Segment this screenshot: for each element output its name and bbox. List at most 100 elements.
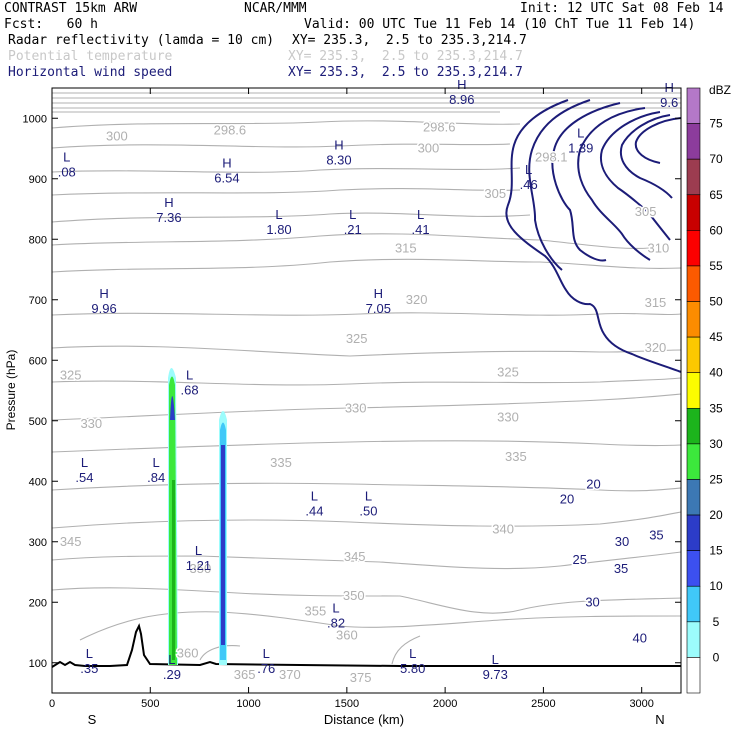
theta-label-20: 320: [645, 340, 667, 355]
colorbar-swatch-2: [686, 158, 701, 196]
colorbar-swatch-15: [686, 621, 701, 658]
theta-label-25: 305: [635, 204, 657, 219]
theta-label-27: 300: [418, 141, 440, 156]
extrema-labels: L.35L.29L.76L5.80L9.73L.82L1.21L.44L.50L…: [58, 77, 679, 682]
extremum-value-9: .54: [75, 470, 93, 485]
theta-label-12: 335: [505, 449, 527, 464]
colorbar-swatch-10: [686, 443, 701, 480]
theta-label-26: 300: [106, 128, 128, 143]
colorbar-label-3: 15: [709, 544, 723, 558]
colorbar-swatch-6: [686, 301, 701, 338]
colorbar-label-11: 55: [709, 259, 723, 273]
extremum-type-16: L: [417, 207, 424, 222]
extremum-type-8: L: [365, 488, 372, 503]
extremum-value-0: .35: [80, 661, 98, 676]
x-axis-label: Distance (km): [324, 712, 404, 727]
theta-label-9: 345: [60, 534, 82, 549]
x-tick-label-4: 2000: [433, 698, 457, 710]
field-theta-name: Potential temperature: [8, 49, 173, 64]
x-end-left-label: S: [88, 712, 97, 727]
y-tick-label-6: 700: [29, 295, 47, 307]
theta-label-5: 355: [305, 603, 327, 618]
theta-label-16: 325: [60, 367, 82, 382]
field-wind-xy: XY= 235.3, 2.5 to 235.3,214.7: [288, 65, 523, 80]
colorbar-swatch-3: [686, 194, 701, 231]
theta-label-8: 345: [344, 549, 366, 564]
y-tick-label-9: 1000: [23, 113, 47, 125]
refl-cell-2-core: [221, 445, 225, 645]
colorbar-swatch-9: [686, 407, 701, 445]
extremum-value-13: 7.05: [366, 301, 391, 316]
colorbar-label-13: 65: [709, 188, 723, 202]
extremum-value-6: 1.21: [186, 558, 211, 573]
colorbar: 0 5 10 15 20 25 30 35 40 45 50 55 60 65 70 75: [686, 87, 723, 694]
colorbar-swatch-12: [686, 514, 701, 551]
wind-speed-contour-lines: [505, 99, 681, 373]
extremum-type-7: L: [311, 488, 318, 503]
theta-label-22: 315: [645, 295, 667, 310]
colorbar-label-9: 45: [709, 330, 723, 344]
extremum-value-20: .46: [520, 177, 538, 192]
wind-label-3: 30: [585, 594, 599, 609]
y-axis-label: Pressure (hPa): [4, 350, 18, 431]
extremum-value-18: 7.36: [156, 210, 181, 225]
theta-label-0: 375: [350, 670, 372, 685]
theta-label-19: 320: [406, 292, 428, 307]
colorbar-swatch-0: [686, 87, 701, 124]
extremum-type-23: H: [457, 77, 466, 92]
theta-label-17: 325: [346, 331, 368, 346]
extremum-type-14: L: [275, 207, 282, 222]
theta-label-14: 330: [345, 401, 367, 416]
extremum-type-12: H: [99, 286, 108, 301]
extremum-type-20: L: [525, 162, 532, 177]
extremum-value-22: 1.39: [568, 140, 593, 155]
colorbar-label-2: 10: [709, 579, 723, 593]
extremum-value-7: .44: [305, 503, 323, 518]
refl-cell-1-blue: [170, 396, 175, 420]
extremum-type-13: H: [374, 286, 383, 301]
wind-label-2: 25: [573, 552, 587, 567]
x-tick-label-1: 500: [141, 698, 159, 710]
extremum-value-10: .84: [147, 470, 165, 485]
forecast-hour: Fcst: 60 h: [4, 17, 98, 32]
wind-label-4: 30: [615, 534, 629, 549]
colorbar-label-0: 0: [713, 650, 720, 664]
colorbar-label-14: 70: [709, 152, 723, 166]
extremum-type-11: L: [186, 367, 193, 382]
y-tick-label-0: 100: [29, 658, 47, 670]
wind-label-1: 20: [586, 476, 600, 491]
extremum-type-22: L: [577, 125, 584, 140]
reflectivity-cells: [168, 368, 227, 665]
extremum-type-6: L: [195, 543, 202, 558]
extremum-type-9: L: [81, 455, 88, 470]
theta-label-6: 350: [343, 588, 365, 603]
extremum-type-19: H: [222, 156, 231, 171]
colorbar-label-1: 5: [713, 615, 720, 629]
x-tick-label-6: 3000: [629, 698, 653, 710]
valid-time: Valid: 00 UTC Tue 11 Feb 14 (10 ChT Tue …: [304, 17, 696, 32]
extremum-value-24: 9.6: [660, 95, 678, 110]
extremum-type-10: L: [153, 455, 160, 470]
theta-label-7: 350: [190, 561, 212, 576]
theta-label-13: 330: [80, 416, 102, 431]
colorbar-label-7: 35: [709, 401, 723, 415]
y-tick-label-5: 600: [29, 355, 47, 367]
theta-label-15: 330: [497, 410, 519, 425]
theta-label-1: 370: [279, 667, 301, 682]
x-tick-label-0: 0: [49, 698, 55, 710]
colorbar-label-15: 75: [709, 117, 723, 131]
colorbar-label-10: 50: [709, 295, 723, 309]
extremum-type-18: H: [164, 195, 173, 210]
field-theta-xy: XY= 235.3, 2.5 to 235.3,214.7: [288, 49, 523, 64]
colorbar-label-4: 20: [709, 508, 723, 522]
colorbar-swatch-11: [686, 479, 701, 516]
extremum-value-4: 9.73: [483, 667, 508, 682]
x-tick-label-3: 1500: [335, 698, 359, 710]
init-time: Init: 12 UTC Sat 08 Feb 14: [520, 1, 724, 16]
theta-labels: 375 370 365 360 360 355 350 350 345 345 340 335 335 3…: [58, 118, 670, 687]
field-wind-name: Horizontal wind speed: [8, 65, 173, 80]
colorbar-swatch-4: [686, 230, 701, 267]
y-tick-label-4: 500: [29, 416, 47, 428]
colorbar-swatch-5: [686, 265, 701, 302]
x-end-right-label: N: [655, 712, 664, 727]
